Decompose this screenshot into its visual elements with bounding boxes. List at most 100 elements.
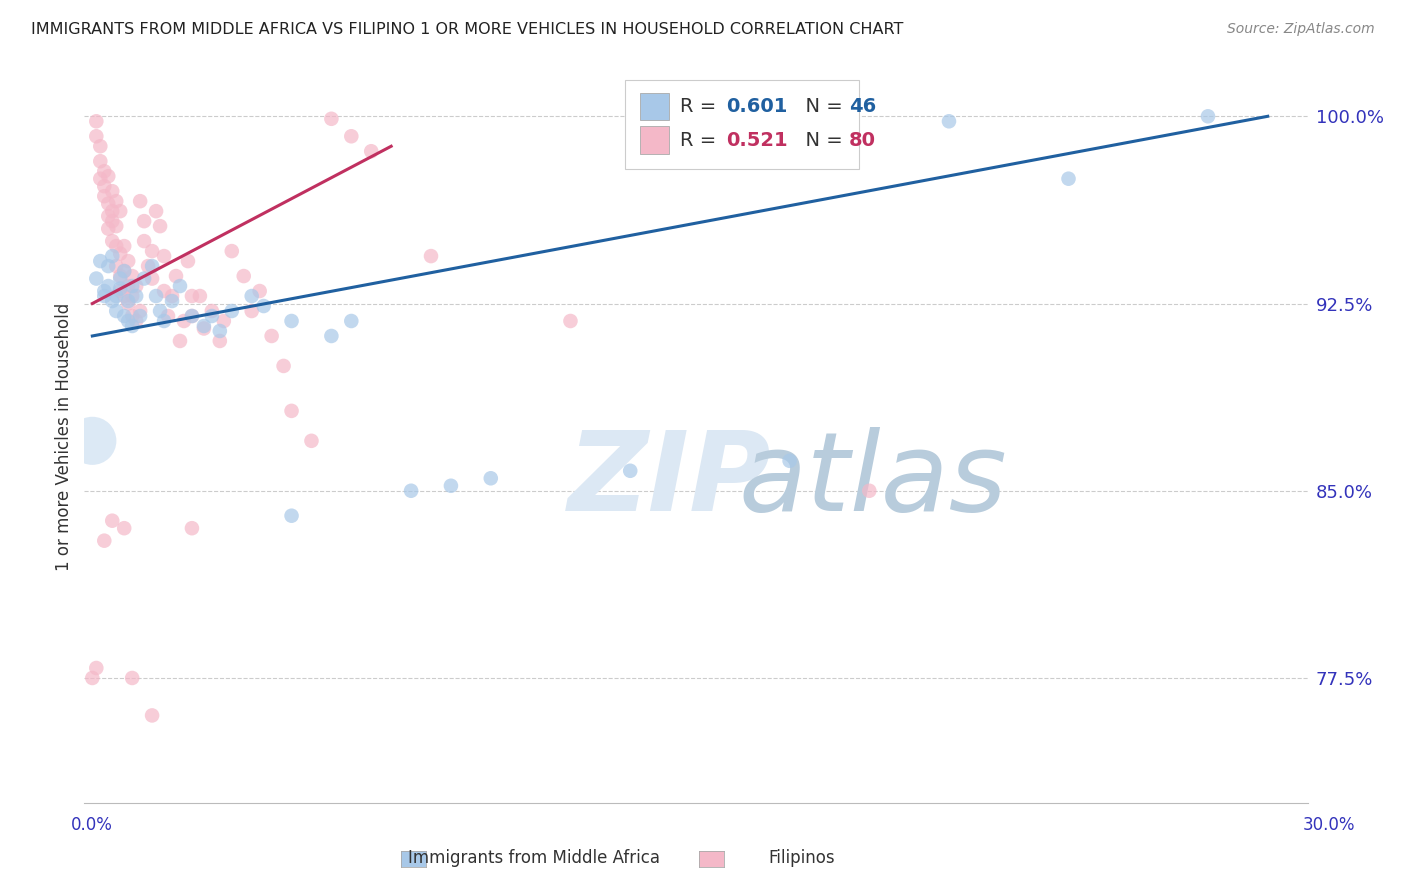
Point xyxy=(117,279,139,293)
Point xyxy=(181,289,204,303)
Text: Source: ZipAtlas.com: Source: ZipAtlas.com xyxy=(1227,22,1375,37)
Point xyxy=(340,129,363,144)
Point xyxy=(280,314,302,328)
Point xyxy=(97,196,120,211)
Point xyxy=(399,483,422,498)
FancyBboxPatch shape xyxy=(640,93,669,120)
Point xyxy=(153,284,176,298)
Text: N =: N = xyxy=(793,97,849,116)
Point xyxy=(101,234,124,248)
Point xyxy=(93,284,115,298)
Point xyxy=(145,204,167,219)
Point xyxy=(101,214,124,228)
Point xyxy=(201,309,224,323)
Text: atlas: atlas xyxy=(738,427,1008,534)
Text: ZIP: ZIP xyxy=(568,427,770,534)
Point xyxy=(117,296,139,310)
Point xyxy=(141,244,163,259)
Point xyxy=(97,279,120,293)
Point xyxy=(112,289,135,303)
Point xyxy=(105,289,128,303)
Point xyxy=(160,289,183,303)
Point xyxy=(121,309,143,323)
Text: Immigrants from Middle Africa: Immigrants from Middle Africa xyxy=(408,849,661,867)
Point xyxy=(193,321,215,335)
Point xyxy=(134,271,156,285)
Point xyxy=(253,299,276,313)
Point xyxy=(232,268,254,283)
Point xyxy=(479,471,502,485)
Text: IMMIGRANTS FROM MIDDLE AFRICA VS FILIPINO 1 OR MORE VEHICLES IN HOUSEHOLD CORREL: IMMIGRANTS FROM MIDDLE AFRICA VS FILIPIN… xyxy=(31,22,903,37)
Point xyxy=(249,284,271,298)
Point xyxy=(101,293,124,308)
Text: R =: R = xyxy=(681,130,723,150)
Point xyxy=(149,219,172,234)
Point xyxy=(86,661,108,675)
Point xyxy=(93,533,115,548)
Point xyxy=(105,239,128,253)
Point xyxy=(112,264,135,278)
Point xyxy=(440,479,463,493)
Point xyxy=(117,314,139,328)
Point xyxy=(110,284,132,298)
Point xyxy=(112,309,135,323)
Point xyxy=(93,179,115,194)
Point xyxy=(301,434,323,448)
Point xyxy=(169,334,191,348)
Point xyxy=(858,483,880,498)
Point xyxy=(260,329,283,343)
Point xyxy=(89,139,111,153)
Point xyxy=(82,434,104,448)
Point xyxy=(105,259,128,273)
Point xyxy=(134,234,156,248)
Point xyxy=(105,304,128,318)
Point xyxy=(105,194,128,209)
Point xyxy=(110,268,132,283)
Point xyxy=(129,304,152,318)
Point xyxy=(1197,109,1219,123)
Point xyxy=(129,194,152,209)
Point xyxy=(93,164,115,178)
Point xyxy=(117,254,139,268)
Point xyxy=(125,314,148,328)
Point xyxy=(145,289,167,303)
Point xyxy=(157,309,180,323)
Point xyxy=(240,304,263,318)
Point xyxy=(177,254,200,268)
Text: 0.0%: 0.0% xyxy=(70,816,112,834)
Point xyxy=(86,271,108,285)
Point xyxy=(160,293,183,308)
Point xyxy=(619,464,641,478)
Text: R =: R = xyxy=(681,97,723,116)
Text: 0.521: 0.521 xyxy=(727,130,789,150)
Y-axis label: 1 or more Vehicles in Household: 1 or more Vehicles in Household xyxy=(55,303,73,571)
Point xyxy=(112,264,135,278)
Point xyxy=(121,318,143,333)
Point xyxy=(89,254,111,268)
Point xyxy=(169,279,191,293)
Point xyxy=(134,214,156,228)
Point xyxy=(212,314,235,328)
Point xyxy=(221,244,243,259)
Point xyxy=(101,249,124,263)
Point xyxy=(121,279,143,293)
Point xyxy=(125,289,148,303)
Point xyxy=(321,112,343,126)
Point xyxy=(560,314,582,328)
Point xyxy=(89,154,111,169)
Point xyxy=(240,289,263,303)
Point xyxy=(105,219,128,234)
Point xyxy=(89,171,111,186)
Point xyxy=(110,204,132,219)
Point xyxy=(112,239,135,253)
Point xyxy=(97,169,120,184)
Point xyxy=(280,508,302,523)
Point xyxy=(779,454,801,468)
Point xyxy=(340,314,363,328)
Point xyxy=(121,289,143,303)
Point xyxy=(82,671,104,685)
Point xyxy=(136,259,159,273)
Point xyxy=(101,204,124,219)
Point xyxy=(110,281,132,295)
Point xyxy=(86,114,108,128)
